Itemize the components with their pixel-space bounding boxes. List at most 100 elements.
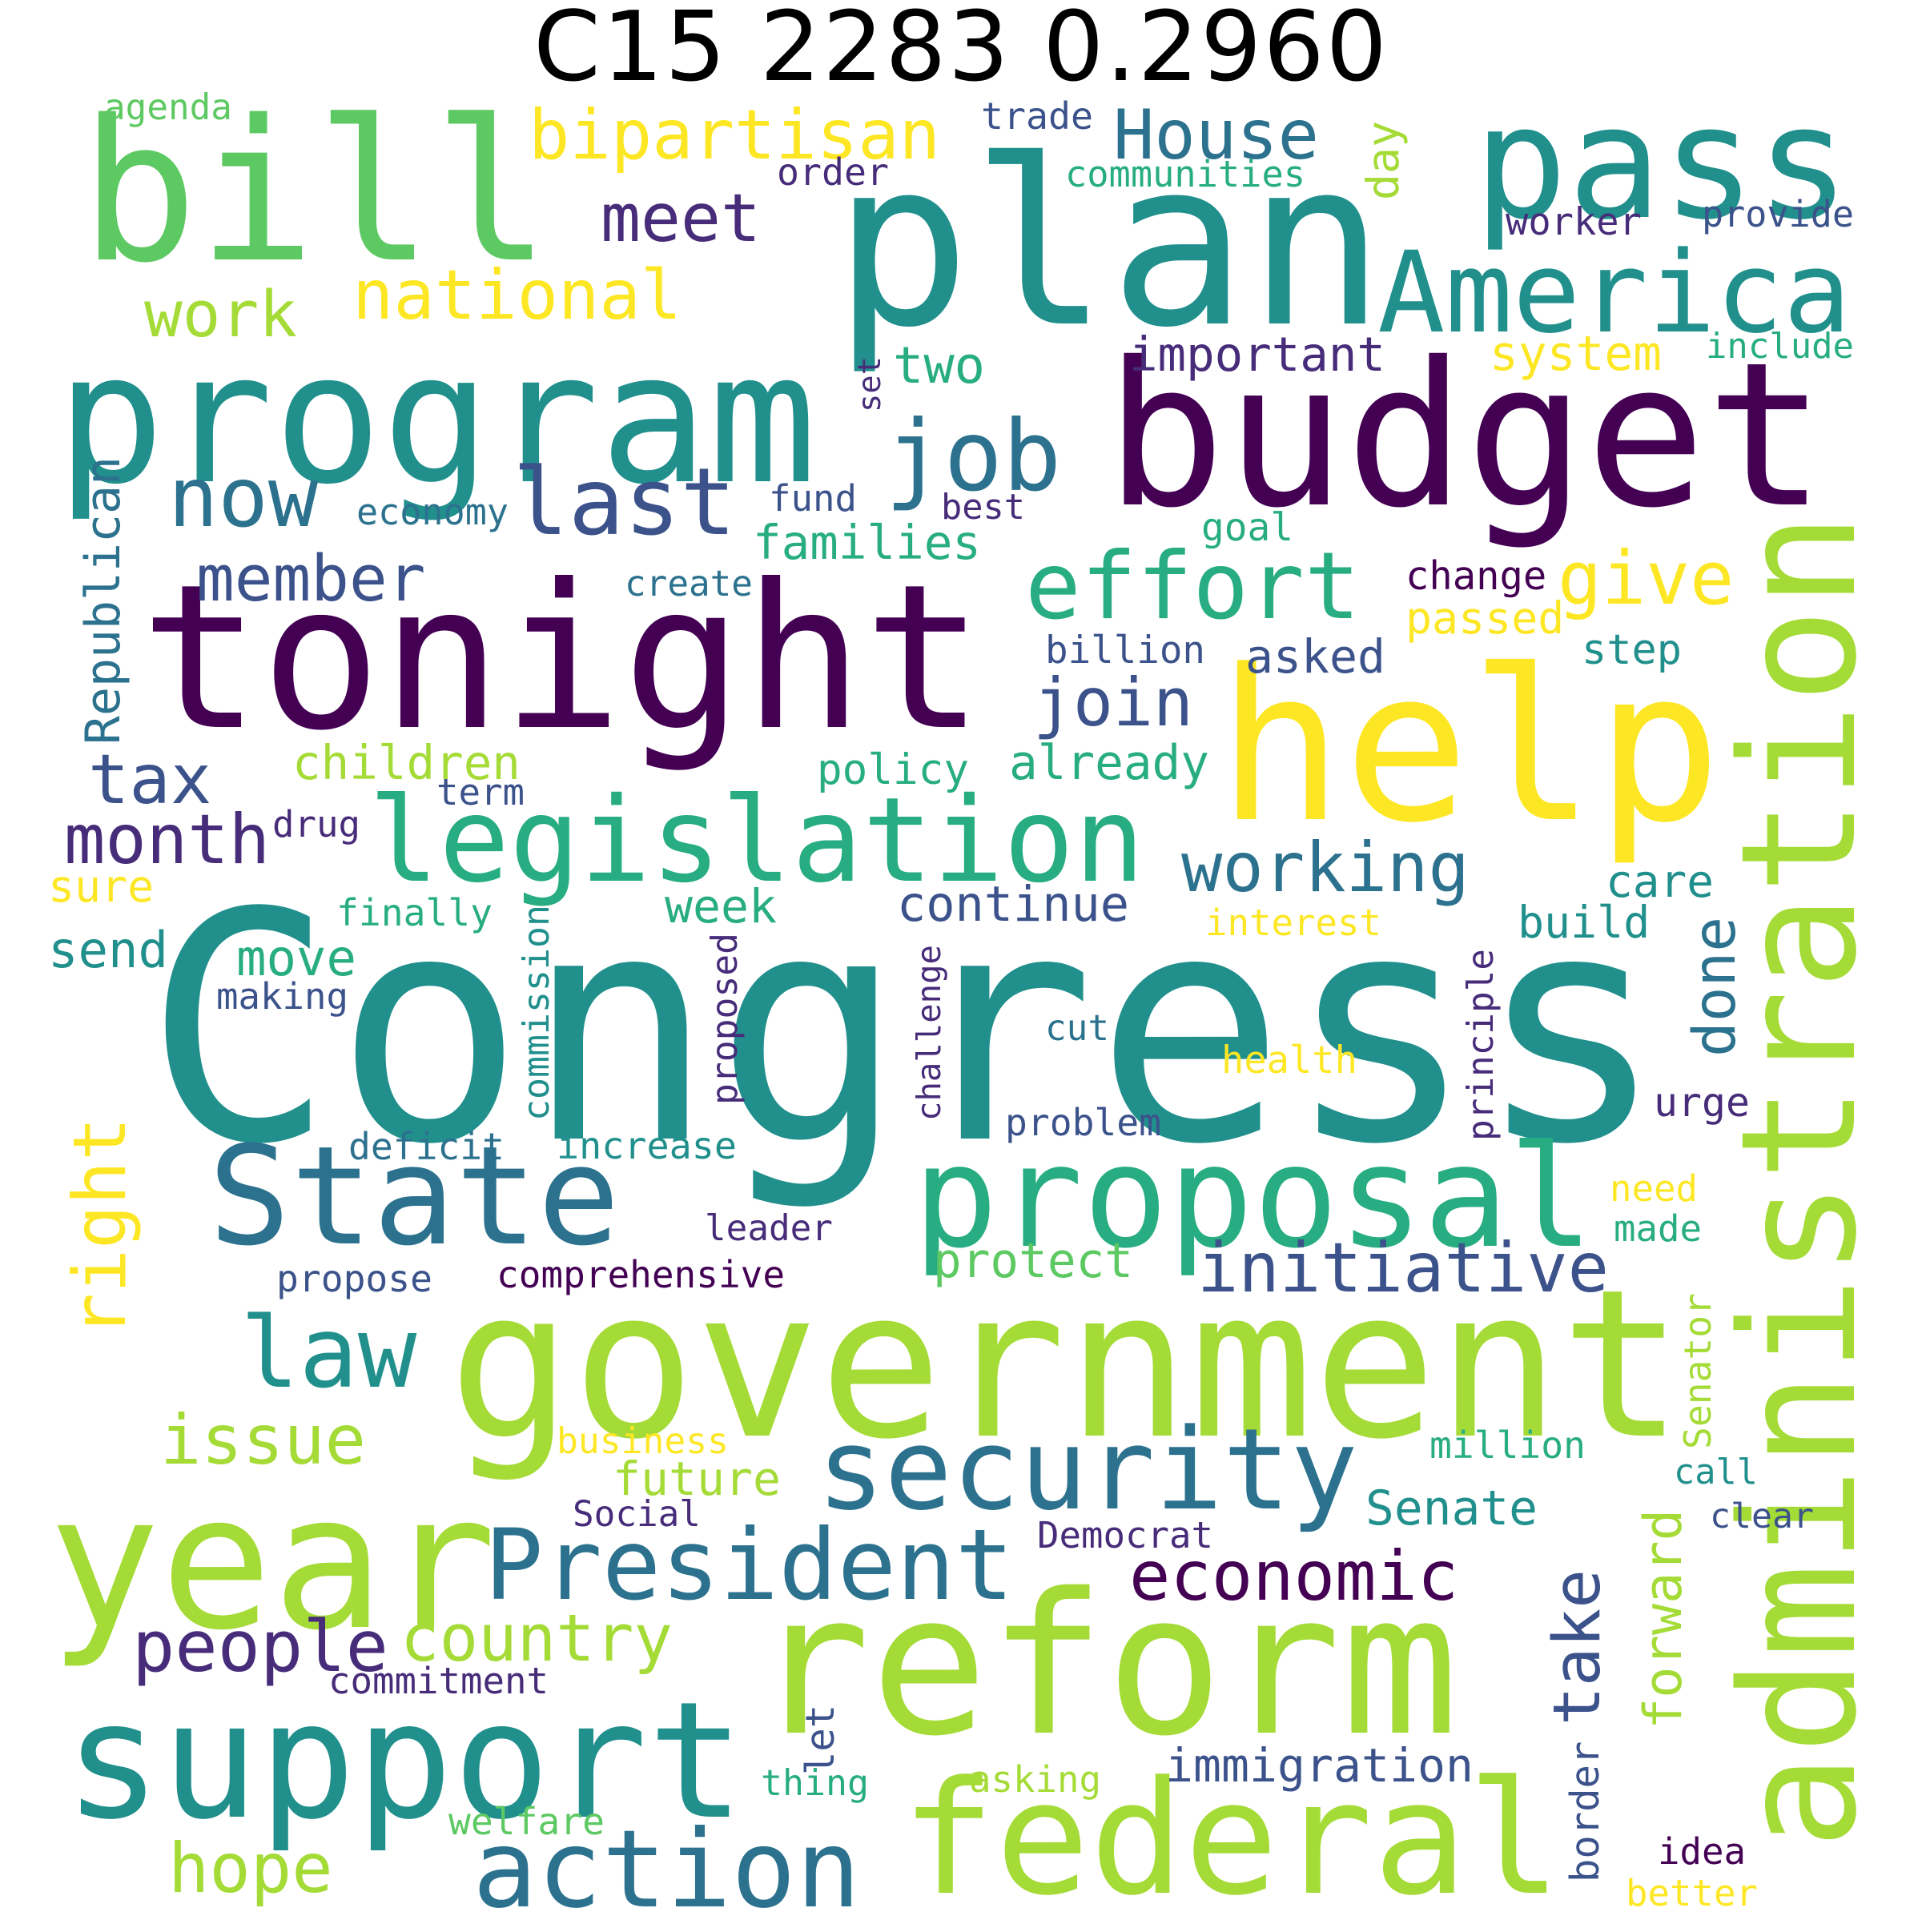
word-welfare: welfare [448, 1799, 605, 1843]
word-propose: propose [276, 1257, 432, 1301]
word-idea: idea [1658, 1830, 1746, 1873]
word-worker: worker [1506, 199, 1642, 244]
word-president: President [485, 1508, 1015, 1622]
word-order: order [777, 150, 889, 194]
word-care: care [1606, 856, 1714, 909]
word-issue: issue [160, 1401, 367, 1481]
word-america: America [1377, 228, 1852, 359]
word-important: important [1129, 326, 1385, 382]
word-made: made [1614, 1207, 1702, 1251]
word-hope: hope [168, 1830, 333, 1910]
word-create: create [625, 563, 753, 605]
word-protect: protect [933, 1233, 1133, 1289]
word-asked: asked [1245, 629, 1385, 684]
word-leader: leader [705, 1207, 833, 1249]
word-deficit: deficit [348, 1125, 505, 1169]
word-national: national [352, 256, 682, 336]
word-member: member [196, 540, 426, 616]
word-done: done [1682, 917, 1750, 1057]
word-job: job [885, 400, 1062, 513]
word-plan: plan [833, 110, 1386, 378]
word-work: work [144, 276, 297, 351]
word-bill: bill [80, 78, 551, 306]
word-country: country [400, 1601, 673, 1677]
word-term: term [436, 771, 525, 814]
word-future: future [613, 1452, 781, 1507]
word-tax: tax [88, 741, 212, 821]
word-government: government [448, 1245, 1684, 1484]
word-join: join [1033, 663, 1193, 741]
word-health: health [1221, 1038, 1357, 1083]
word-federal: federal [901, 1747, 1562, 1930]
word-goal: goal [1201, 506, 1293, 551]
word-interest: interest [1205, 901, 1381, 944]
word-proposed: proposed [703, 933, 746, 1105]
word-urge: urge [1654, 1078, 1750, 1126]
word-legislation: legislation [368, 771, 1145, 909]
word-action: action [472, 1805, 861, 1932]
word-pass: pass [1474, 73, 1851, 255]
word-fund: fund [769, 476, 857, 520]
word-week: week [665, 879, 777, 934]
word-reform: reform [753, 1552, 1459, 1779]
word-help: help [1217, 624, 1723, 869]
word-senate: Senate [1365, 1481, 1538, 1537]
word-proposal: proposal [913, 1114, 1594, 1279]
word-support: support [64, 1667, 745, 1856]
word-day: day [1357, 120, 1409, 200]
word-border: border [1562, 1741, 1608, 1882]
word-drug: drug [272, 803, 360, 846]
word-communities: communities [1065, 152, 1305, 195]
word-provide: provide [1702, 192, 1854, 235]
word-law: law [240, 1296, 417, 1410]
word-right: right [57, 1116, 143, 1337]
word-give: give [1558, 535, 1735, 621]
word-cut: cut [1045, 1007, 1109, 1049]
word-social: Social [573, 1494, 701, 1536]
word-set: set [852, 356, 889, 412]
word-passed: passed [1405, 592, 1565, 645]
word-step: step [1582, 625, 1683, 674]
word-agenda: agenda [104, 86, 232, 128]
word-program: program [56, 315, 818, 525]
word-bipartisan: bipartisan [529, 96, 941, 176]
word-continue: continue [897, 876, 1129, 933]
word-children: children [292, 734, 521, 790]
word-year: year [48, 1454, 497, 1672]
word-move: move [236, 929, 356, 988]
word-last: last [513, 448, 737, 556]
word-include: include [1706, 325, 1854, 367]
word-already: already [1009, 734, 1209, 790]
word-problem: problem [1005, 1101, 1161, 1145]
word-administration: administration [1707, 512, 1892, 1850]
word-commitment: commitment [328, 1660, 549, 1703]
word-comprehensive: comprehensive [497, 1253, 786, 1297]
word-economic: economic [1129, 1537, 1459, 1617]
word-forward: forward [1632, 1509, 1694, 1729]
word-million: million [1429, 1423, 1586, 1467]
word-better: better [1626, 1872, 1758, 1915]
word-clear: clear [1710, 1496, 1814, 1537]
word-democrat: Democrat [1037, 1513, 1213, 1556]
word-billion: billion [1045, 628, 1205, 673]
word-state: State [208, 1116, 621, 1276]
word-now: now [168, 449, 319, 546]
word-senator: Senator [1675, 1293, 1719, 1449]
word-system: system [1490, 326, 1662, 382]
chart-title: C15 2283 0.2960 [533, 0, 1389, 103]
word-month: month [64, 801, 271, 881]
word-people: people [132, 1605, 388, 1689]
word-tonight: tonight [140, 541, 984, 775]
word-need: need [1610, 1167, 1698, 1211]
word-security: security [817, 1405, 1358, 1536]
word-call: call [1674, 1452, 1758, 1493]
word-take: take [1539, 1569, 1615, 1725]
word-challenge: challenge [909, 945, 948, 1121]
word-sure: sure [48, 861, 155, 913]
word-budget: budget [1105, 319, 1827, 552]
word-policy: policy [817, 745, 969, 795]
word-working: working [1181, 829, 1470, 909]
word-best: best [941, 488, 1025, 528]
word-build: build [1518, 897, 1651, 949]
